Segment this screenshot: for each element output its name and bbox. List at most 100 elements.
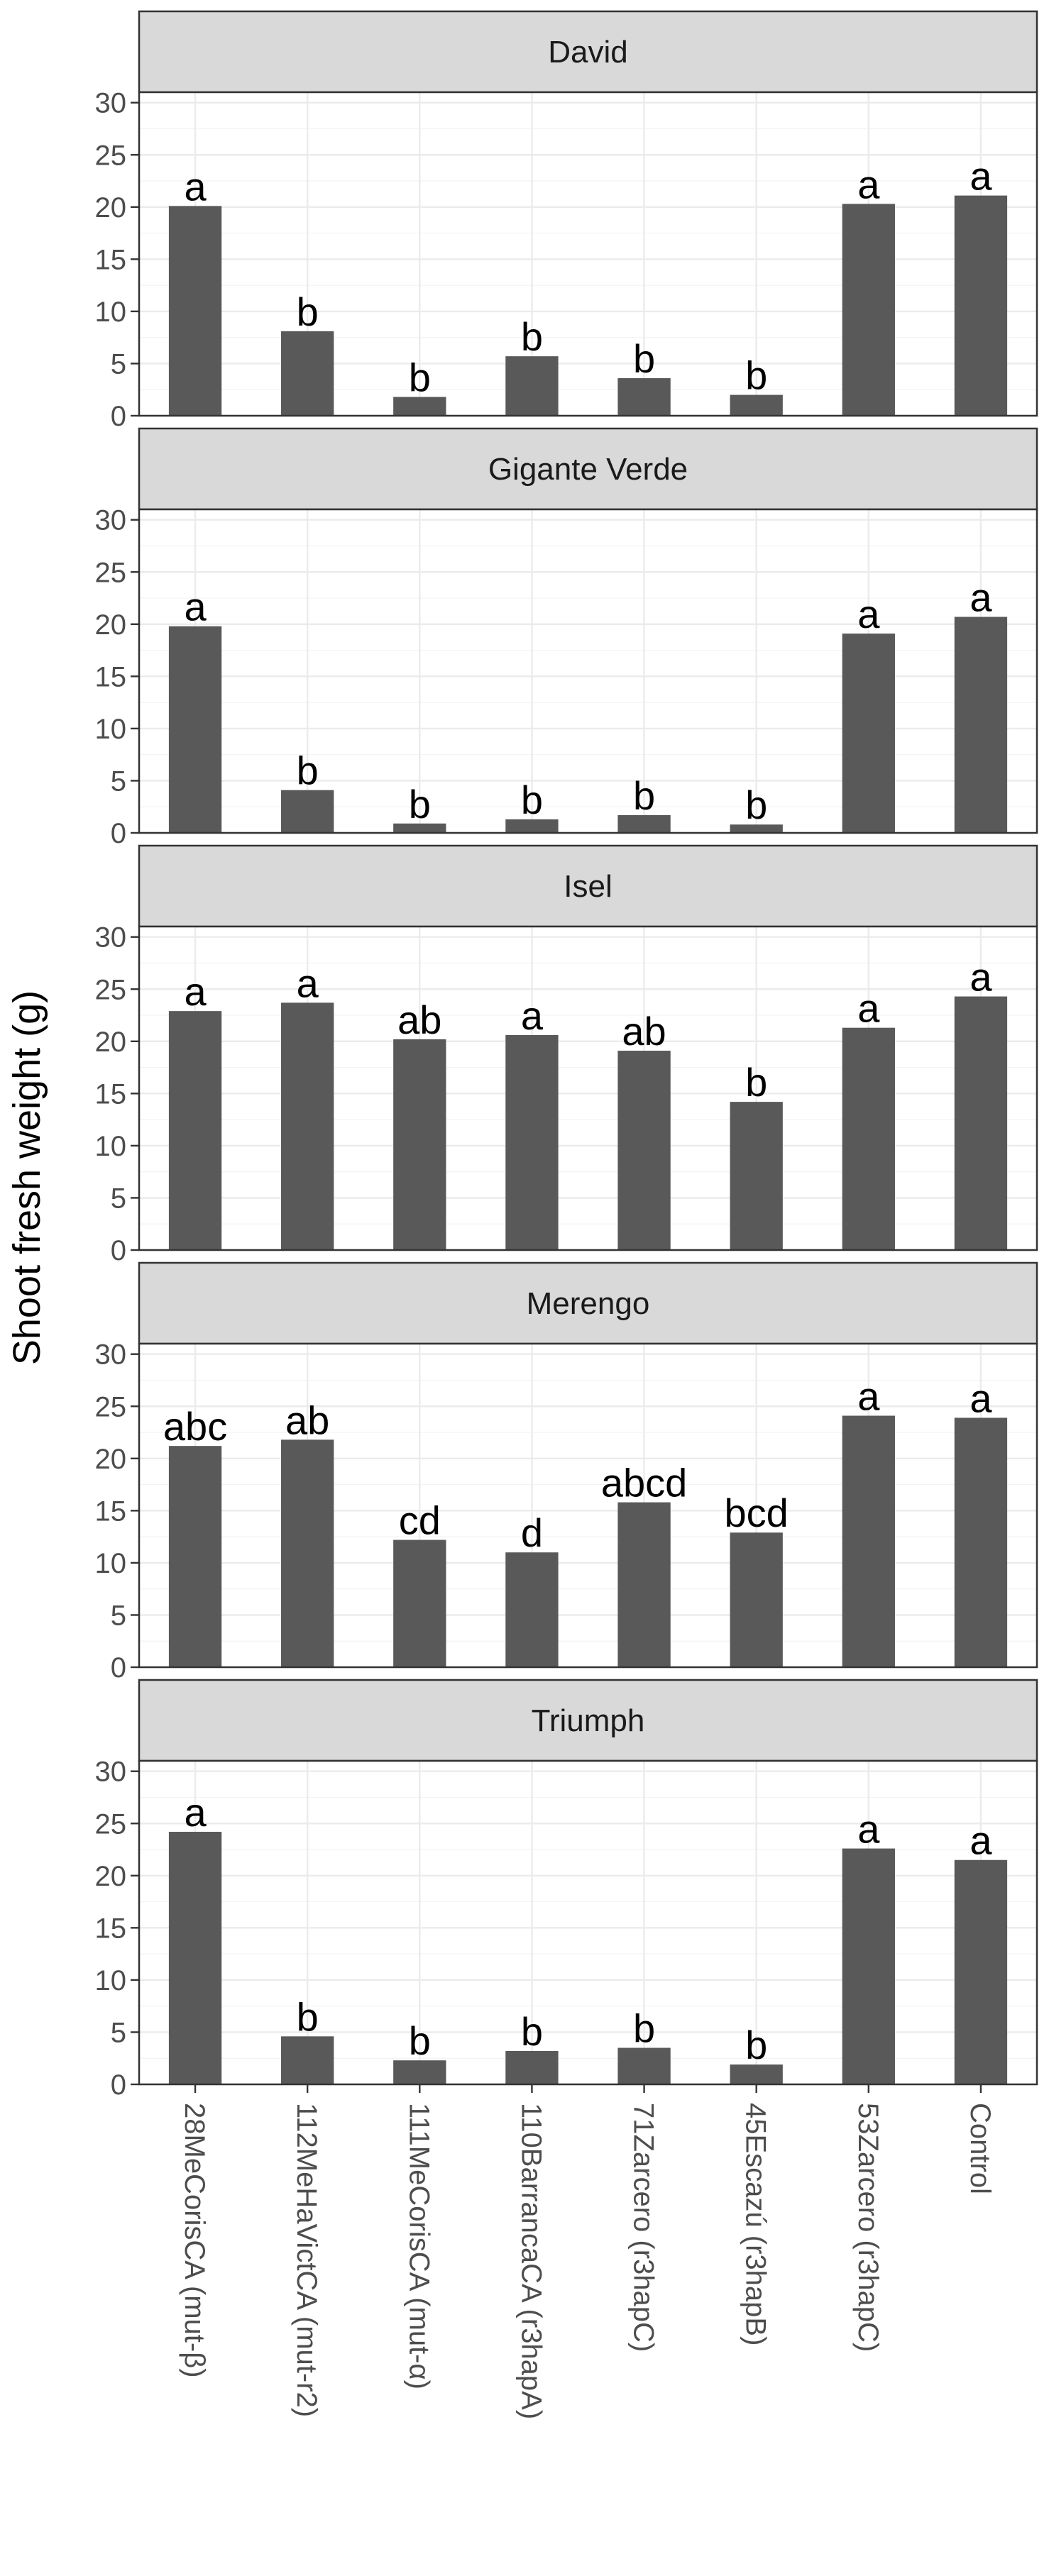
bar [842,1415,895,1667]
bar [954,617,1008,833]
y-tick-label: 15 [95,661,127,692]
significance-letter: bcd [725,1491,789,1535]
significance-letter: a [857,162,880,206]
bar [393,397,446,416]
bar [393,823,446,833]
bar [281,331,334,416]
panel-background [139,509,1037,833]
significance-letter: b [633,336,655,381]
significance-letter: a [970,1818,992,1863]
bar [730,1102,783,1250]
bar [954,195,1008,416]
bar [168,1832,222,2084]
significance-letter: a [184,969,207,1014]
y-tick-label: 0 [111,818,126,849]
bar [617,1051,671,1250]
strip-header [138,10,1038,94]
y-tick-label: 30 [95,1339,127,1371]
strip-header [138,1261,1038,1345]
y-tick-label: 25 [95,557,127,588]
significance-letter: a [184,585,207,629]
bar [842,634,895,833]
significance-letter: abcd [601,1461,687,1505]
bar [505,1552,559,1667]
bar [281,2036,334,2084]
y-tick-label: 10 [95,1965,127,1996]
significance-letter: b [521,2009,543,2054]
significance-letter: b [297,289,319,334]
significance-letter: ab [397,997,441,1042]
panel-gigante-verde: Gigante Verde 0 5 10 15 20 25 30 a b b b b b a a [95,427,1038,849]
bar [842,1027,895,1250]
x-tick-label: 111MeCorisCA (mut-α) [403,2103,434,2389]
y-tick-label: 0 [111,401,126,432]
significance-letter: b [745,783,767,827]
bar [505,1034,559,1250]
significance-letter: a [970,575,992,620]
significance-letter: b [409,355,431,400]
significance-letter: b [409,782,431,827]
strip-title: Gigante Verde [488,452,688,487]
significance-letter: a [970,154,992,199]
bar [730,394,783,416]
significance-letter: ab [285,1398,329,1442]
significance-letter: b [745,2023,767,2067]
y-tick-label: 25 [95,1391,127,1422]
y-tick-label: 15 [95,1078,127,1110]
panel-border [138,925,1038,1251]
bar [730,1532,783,1667]
significance-letter: a [970,955,992,1000]
bar [168,1011,222,1250]
panel-background [139,927,1037,1250]
significance-letter: b [745,1060,767,1105]
y-tick-label: 0 [111,1652,126,1684]
bar [168,206,222,416]
strip-header [138,844,1038,928]
panel-triumph: Triumph 0 5 10 15 20 25 30 a b b b b b a a [95,1679,1038,2101]
y-tick-label: 20 [95,192,127,223]
bar [617,378,671,416]
y-tick-label: 15 [95,1496,127,1527]
significance-letter: b [297,748,319,793]
y-tick-label: 25 [95,140,127,171]
significance-letter: a [184,1790,207,1835]
panel-border [138,1342,1038,1669]
y-tick-label: 0 [111,2069,126,2101]
bar [168,1446,222,1667]
bar [954,1859,1008,2084]
y-tick-label: 30 [95,922,127,953]
y-tick-label: 5 [111,765,126,797]
y-tick-label: 30 [95,1757,127,1788]
significance-letter: a [184,164,207,209]
x-tick-label: Control [965,2103,996,2194]
strip-title: Isel [564,869,612,904]
y-tick-label: 10 [95,297,127,328]
bar [168,626,222,833]
panel-background [139,92,1037,416]
panel-border [138,91,1038,417]
panel-isel: Isel 0 5 10 15 20 25 30 a a ab a ab b a a [95,844,1038,1266]
bar [505,2050,559,2084]
x-axis-labels: 28MeCorisCA (mut-β) 112MeHaVictCA (mut-r2… [179,2084,996,2419]
significance-letter: a [857,1807,880,1852]
y-tick-label: 10 [95,1131,127,1162]
bar [393,1539,446,1667]
x-tick-label: 110BarrancaCA (r3hapA) [515,2103,547,2419]
significance-letter: a [857,592,880,636]
y-tick-label: 5 [111,2017,126,2048]
y-tick-label: 5 [111,348,126,380]
bar [281,1002,334,1250]
strip-title: Triumph [532,1703,645,1738]
x-tick-label: 112MeHaVictCA (mut-r2) [291,2103,322,2417]
panel-david: David 0 5 10 15 20 25 30 a b b b b b a a [95,10,1038,432]
y-tick-label: 25 [95,974,127,1005]
panel-background [139,1761,1037,2084]
significance-letter: a [857,986,880,1031]
bar [281,1439,334,1667]
y-tick-label: 10 [95,714,127,745]
y-tick-label: 30 [95,88,127,119]
significance-letter: b [521,778,543,822]
significance-letter: b [521,314,543,359]
x-tick-label: 53Zarcero (r3hapC) [852,2103,884,2352]
